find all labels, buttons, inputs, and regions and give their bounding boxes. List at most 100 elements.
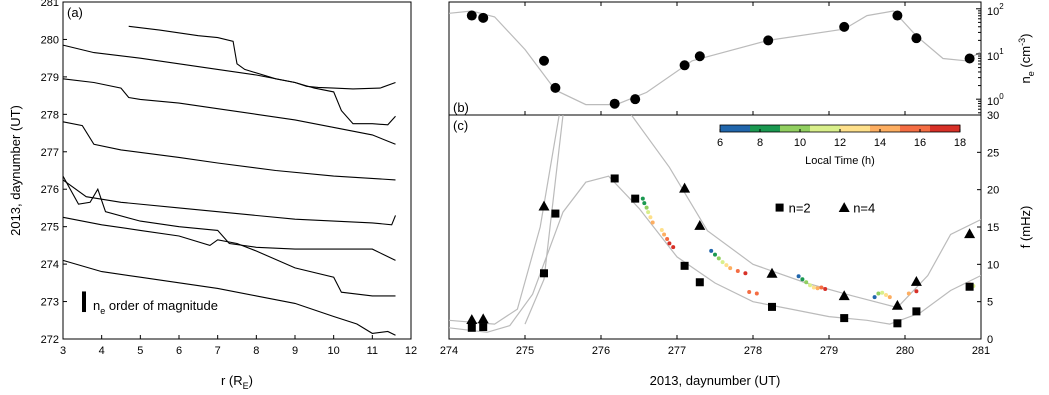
x-tick-label: 7 [215,345,221,357]
local-time-observation [721,260,725,264]
n4-triangle-marker [964,228,975,238]
y-tick-label: 272 [41,334,59,346]
x-tick-label: 280 [896,345,914,357]
legend-n4-label: n=4 [853,201,875,216]
density-point [695,51,705,61]
n2-square-marker [681,262,689,270]
n2-square-marker [768,303,776,311]
profile-line-2 [63,45,396,125]
local-time-observation [808,283,812,287]
y-tick-label: 273 [41,297,59,309]
y-tick-label: 278 [41,109,59,121]
y-tick-label: 276 [41,184,59,196]
y-tick-label: 279 [41,72,59,84]
local-time-observation [743,271,747,275]
density-point [610,99,620,109]
y-tick-label: 274 [41,259,59,271]
legend-n2-marker [776,204,784,212]
colorbar-segment [750,125,781,132]
colorbar-tick-label: 8 [757,137,763,149]
n4-triangle-marker [892,300,903,310]
density-point [839,22,849,32]
local-time-observation [724,263,728,267]
panel-b-label: (b) [453,100,469,115]
x-tick-label: 10 [328,345,340,357]
y-tick-exp: 0 [999,92,1004,101]
local-time-observation [665,237,669,241]
local-time-observation [880,291,884,295]
panel-c-plot [449,115,981,332]
x-tick-label: 278 [744,345,762,357]
panel-c-xlabel: 2013, daynumber (UT) [650,373,781,388]
x-tick-label: 281 [972,345,990,357]
y-tick-label: 20 [987,185,999,197]
n2-square-marker [840,314,848,322]
n4-triangle-marker [911,276,922,286]
n2-square-marker [479,323,487,331]
legend-text-main: n [93,298,100,313]
n4-triangle-marker [466,314,477,324]
local-time-observation [709,249,713,253]
local-time-observation [804,280,808,284]
y-tick-label: 277 [41,147,59,159]
panel-a-legend: ne order of magnitude [84,291,218,316]
local-time-observation [747,290,751,294]
profile-line-6 [63,176,396,260]
colorbar-segment [840,125,871,132]
n2-square-marker [540,269,548,277]
panel-c-frame [449,115,981,339]
density-point [763,35,773,45]
x-tick-label: 277 [668,345,686,357]
colorbar-segment [900,125,931,132]
local-time-observation [645,206,649,210]
local-time-observation [876,291,880,295]
x-tick-label: 276 [592,345,610,357]
density-point [911,33,921,43]
local-time-observation [800,277,804,281]
local-time-observation [888,295,892,299]
panel-a-frame [63,2,411,339]
local-time-observation [873,295,877,299]
profile-line-7 [63,217,396,296]
colorbar-segment [810,125,841,132]
local-time-observation [648,215,652,219]
density-point [478,13,488,23]
y-tick-label: 101 [987,47,1004,63]
n2-square-marker [912,307,920,315]
colorbar-tick-label: 12 [834,137,846,149]
profile-line-4 [63,122,396,180]
density-point [467,11,477,21]
colorbar-segment [720,125,751,132]
local-time-observation [907,291,911,295]
local-time-observation [736,269,740,273]
local-time-colorbar: 6 8 10 12 14 16 18 Local Time (h) [717,125,966,167]
n2-square-marker [893,319,901,327]
n4-model-curve [449,115,559,324]
legend-text: ne order of magnitude [93,298,218,316]
density-model-curve [449,11,981,105]
local-time-observation [823,287,827,291]
panel-b-plot: 100101102 [449,2,1004,115]
local-time-observation [728,266,732,270]
density-point [539,56,549,66]
xlabel-main: r (R [221,373,243,388]
y-tick-label: 102 [987,2,1004,18]
n2-square-marker [468,324,476,332]
y-tick-label: 0 [987,334,993,346]
panel-a-ylabel: 2013, daynumber (UT) [8,105,23,236]
x-tick-label: 11 [367,345,378,357]
n4-triangle-marker [679,183,690,193]
colorbar-label: Local Time (h) [805,155,875,167]
colorbar-tick-label: 14 [874,137,886,149]
legend-n4-marker [839,202,850,212]
x-tick-label: 9 [292,345,298,357]
local-time-observation [884,293,888,297]
colorbar-segment [870,125,901,132]
n2-square-marker [696,278,704,286]
colorbar-segment [930,125,961,132]
local-time-observation [755,291,759,295]
x-tick-label: 12 [405,345,417,357]
local-time-observation [662,232,666,236]
local-time-observation [667,241,671,245]
